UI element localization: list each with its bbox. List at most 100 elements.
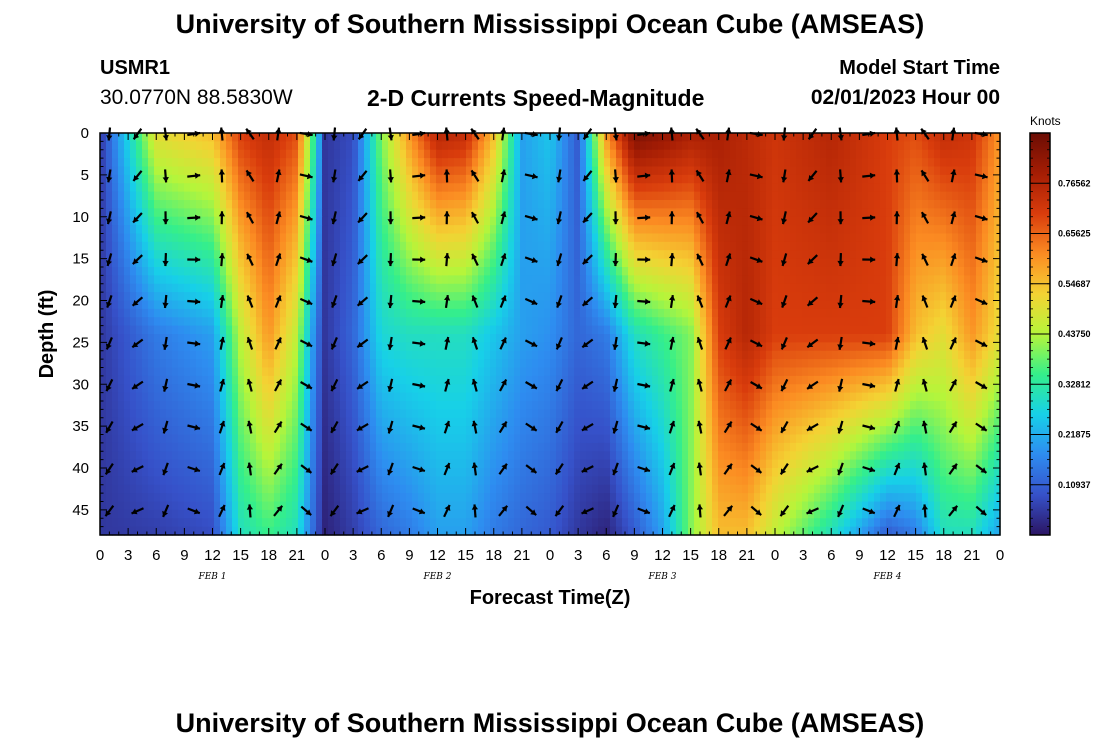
heatmap-cell	[352, 367, 359, 377]
heatmap-cell	[628, 275, 635, 285]
heatmap-cell	[166, 200, 173, 209]
heatmap-cell	[652, 158, 659, 168]
heatmap-cell	[976, 250, 983, 260]
heatmap-cell	[316, 250, 323, 260]
heatmap-cell	[880, 283, 887, 293]
heatmap-cell	[382, 200, 389, 209]
heatmap-cell	[622, 401, 629, 410]
heatmap-cell	[184, 317, 191, 327]
heatmap-cell	[730, 174, 737, 184]
heatmap-cell	[244, 258, 251, 268]
heatmap-cell	[832, 392, 839, 402]
heatmap-cell	[646, 208, 653, 218]
heatmap-cell	[412, 401, 419, 410]
heatmap-cell	[664, 216, 671, 226]
heatmap-cell	[100, 317, 107, 327]
heatmap-cell	[514, 308, 521, 318]
heatmap-cell	[334, 233, 341, 243]
heatmap-cell	[838, 401, 845, 410]
heatmap-cell	[892, 241, 899, 251]
heatmap-cell	[322, 325, 329, 335]
heatmap-cell	[526, 350, 533, 360]
heatmap-cell	[730, 250, 737, 260]
heatmap-cell	[478, 225, 485, 235]
heatmap-cell	[136, 208, 143, 218]
heatmap-cell	[754, 241, 761, 251]
heatmap-cell	[820, 191, 827, 201]
heatmap-cell	[460, 158, 467, 168]
heatmap-cell	[418, 141, 425, 151]
heatmap-cell	[298, 308, 305, 318]
heatmap-cell	[532, 275, 539, 285]
heatmap-cell	[532, 191, 539, 201]
heatmap-cell	[124, 241, 131, 251]
heatmap-cell	[256, 300, 263, 310]
heatmap-cell	[328, 292, 335, 302]
heatmap-cell	[814, 292, 821, 302]
heatmap-cell	[904, 384, 911, 394]
heatmap-cell	[778, 275, 785, 285]
heatmap-cell	[406, 149, 413, 159]
heatmap-cell	[580, 250, 587, 260]
heatmap-cell	[856, 158, 863, 168]
heatmap-cell	[712, 283, 719, 293]
heatmap-cell	[778, 191, 785, 201]
heatmap-cell	[604, 392, 611, 402]
heatmap-cell	[490, 200, 497, 209]
heatmap-cell	[520, 350, 527, 360]
heatmap-cell	[994, 283, 1001, 293]
heatmap-cell	[112, 375, 119, 385]
heatmap-cell	[988, 275, 995, 285]
heatmap-cell	[568, 200, 575, 209]
heatmap-cell	[160, 409, 167, 419]
heatmap-cell	[244, 367, 251, 377]
heatmap-cell	[754, 359, 761, 369]
heatmap-cell	[136, 300, 143, 310]
heatmap-cell	[418, 267, 425, 276]
heatmap-cell	[796, 241, 803, 251]
heatmap-cell	[820, 250, 827, 260]
heatmap-cell	[754, 208, 761, 218]
heatmap-cell	[286, 267, 293, 276]
heatmap-cell	[934, 241, 941, 251]
heatmap-cell	[514, 233, 521, 243]
heatmap-cell	[634, 283, 641, 293]
heatmap-cell	[688, 367, 695, 377]
heatmap-cell	[916, 275, 923, 285]
heatmap-cell	[778, 350, 785, 360]
heatmap-cell	[466, 149, 473, 159]
heatmap-cell	[820, 292, 827, 302]
heatmap-cell	[148, 191, 155, 201]
heatmap-cell	[436, 250, 443, 260]
heatmap-cell	[382, 401, 389, 410]
heatmap-cell	[196, 225, 203, 235]
heatmap-cell	[424, 300, 431, 310]
heatmap-cell	[184, 191, 191, 201]
heatmap-cell	[976, 401, 983, 410]
heatmap-cell	[988, 225, 995, 235]
heatmap-cell	[172, 292, 179, 302]
heatmap-cell	[580, 149, 587, 159]
heatmap-cell	[748, 367, 755, 377]
heatmap-cell	[358, 334, 365, 343]
heatmap-cell	[790, 250, 797, 260]
heatmap-cell	[952, 392, 959, 402]
heatmap-cell	[478, 325, 485, 335]
heatmap-cell	[568, 275, 575, 285]
heatmap-cell	[148, 141, 155, 151]
heatmap-cell	[670, 342, 677, 352]
heatmap-cell	[670, 258, 677, 268]
heatmap-cell	[718, 375, 725, 385]
heatmap-cell	[562, 367, 569, 377]
model-start-time: 02/01/2023 Hour 00	[810, 86, 1000, 109]
heatmap-cell	[886, 359, 893, 369]
heatmap-cell	[220, 325, 227, 335]
heatmap-cell	[598, 208, 605, 218]
heatmap-cell	[130, 325, 137, 335]
heatmap-cell	[214, 133, 221, 142]
heatmap-cell	[964, 334, 971, 343]
heatmap-cell	[274, 225, 281, 235]
heatmap-cell	[934, 325, 941, 335]
heatmap-cell	[586, 141, 593, 151]
heatmap-cell	[496, 308, 503, 318]
